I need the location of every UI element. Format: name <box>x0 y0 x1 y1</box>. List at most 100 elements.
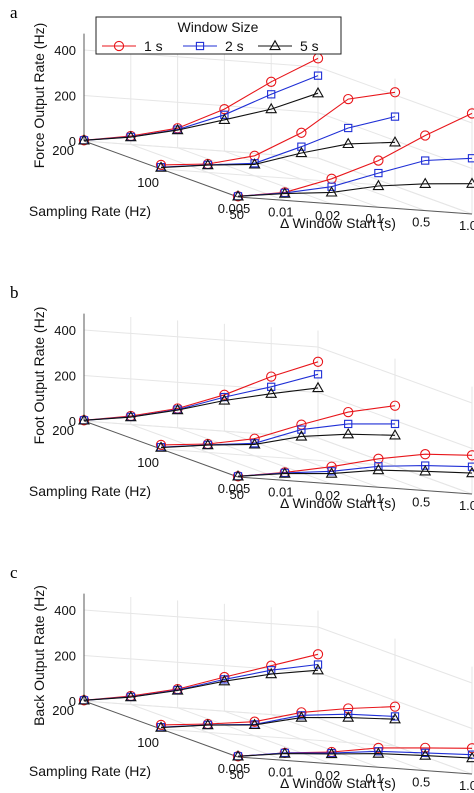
marker-triangle <box>278 747 291 758</box>
series-line <box>160 141 396 169</box>
window-start-tick-label: 0.02 <box>315 488 340 503</box>
legend-label: 5 s <box>300 38 319 54</box>
marker-triangle <box>218 113 231 124</box>
marker-triangle <box>325 186 338 197</box>
marker-triangle <box>171 403 184 415</box>
legend-label: 2 s <box>225 38 244 54</box>
window-start-tick-label: 0.5 <box>412 215 430 230</box>
marker-triangle <box>171 684 184 695</box>
marker-triangle <box>201 438 214 450</box>
marker-circle <box>389 400 401 411</box>
marker-square <box>267 90 276 99</box>
marker-triangle <box>372 747 385 758</box>
marker-triangle <box>124 690 137 702</box>
window-start-tick-label: 0.1 <box>365 491 383 506</box>
marker-triangle <box>389 428 401 440</box>
series-3 <box>78 663 474 763</box>
sampling-tick-label: 100 <box>137 175 159 190</box>
z-tick-label: 200 <box>54 89 76 104</box>
marker-triangle <box>248 438 261 449</box>
marker-triangle <box>201 718 214 730</box>
z-tick-label: 0 <box>69 694 76 709</box>
marker-circle <box>420 449 431 460</box>
z-axis-title: Force Output Rate (Hz) <box>31 23 47 169</box>
grid-line <box>83 655 319 673</box>
marker-triangle <box>265 102 278 114</box>
series-line <box>237 469 473 477</box>
marker-circle <box>312 356 324 367</box>
marker-triangle <box>248 718 261 730</box>
marker-square <box>313 370 323 379</box>
marker-triangle <box>78 413 90 425</box>
z-tick-label: 400 <box>54 603 76 618</box>
grid-line <box>83 140 319 159</box>
window-start-tick-label: 0.01 <box>268 764 293 779</box>
series-line <box>83 92 319 141</box>
marker-triangle <box>312 86 324 98</box>
grid-line <box>160 448 396 467</box>
legend-title: Window Size <box>178 19 259 35</box>
window-start-tick-label: 0.01 <box>268 484 293 499</box>
window-start-tick-label: 0.02 <box>315 208 340 223</box>
z-tick-label: 200 <box>54 369 76 384</box>
panel-label: a <box>10 3 18 22</box>
series-line <box>83 361 319 421</box>
marker-triangle <box>218 394 231 405</box>
marker-square <box>467 154 474 163</box>
sampling-tick-label: 50 <box>230 767 244 782</box>
series-line <box>160 433 396 449</box>
marker-triangle <box>124 410 137 422</box>
marker-circle <box>266 76 277 87</box>
series-line <box>83 57 319 141</box>
series-1 <box>78 356 474 482</box>
grid-line <box>83 95 319 113</box>
marker-triangle <box>312 663 324 675</box>
marker-circle <box>389 701 401 712</box>
marker-triangle <box>325 467 338 478</box>
series-line <box>237 753 473 759</box>
window-start-tick-label: 0.02 <box>315 768 340 783</box>
series-3 <box>78 86 474 201</box>
marker-square <box>267 382 276 391</box>
window-start-tick-label: 0.005 <box>218 481 251 496</box>
marker-triangle <box>265 667 278 679</box>
marker-square <box>327 182 336 191</box>
series-line <box>237 157 473 197</box>
marker-circle <box>373 453 384 464</box>
window-start-tick-label: 0.1 <box>365 211 383 226</box>
marker-triangle <box>372 179 385 191</box>
marker-circle <box>266 371 277 382</box>
window-start-tick-label: 1.0 <box>459 218 474 233</box>
window-start-axis-title: Δ Window Start (s) <box>280 215 396 231</box>
z-tick-label: 400 <box>54 43 76 58</box>
marker-square <box>390 712 400 721</box>
grid-line <box>83 609 319 628</box>
window-start-axis-line <box>237 476 473 495</box>
marker-triangle <box>232 469 244 481</box>
grid-line <box>83 700 319 719</box>
z-tick-label: 0 <box>69 414 76 429</box>
marker-square <box>297 142 306 151</box>
marker-triangle <box>232 749 244 761</box>
marker-triangle <box>466 177 474 188</box>
sampling-axis-title: Sampling Rate (Hz) <box>29 763 151 779</box>
marker-triangle <box>232 189 244 201</box>
sampling-tick-label: 50 <box>230 207 244 222</box>
marker-triangle <box>155 721 167 732</box>
z-tick-label: 200 <box>54 649 76 664</box>
window-start-axis-line <box>237 756 473 775</box>
marker-triangle <box>312 381 324 393</box>
window-start-axis-title: Δ Window Start (s) <box>280 775 396 791</box>
marker-square <box>421 461 430 470</box>
window-start-tick-label: 1.0 <box>459 778 474 793</box>
marker-triangle <box>389 135 401 147</box>
window-start-tick-label: 0.01 <box>268 204 293 219</box>
marker-triangle <box>278 467 291 478</box>
marker-triangle <box>218 674 231 686</box>
panel-label: c <box>10 563 18 582</box>
